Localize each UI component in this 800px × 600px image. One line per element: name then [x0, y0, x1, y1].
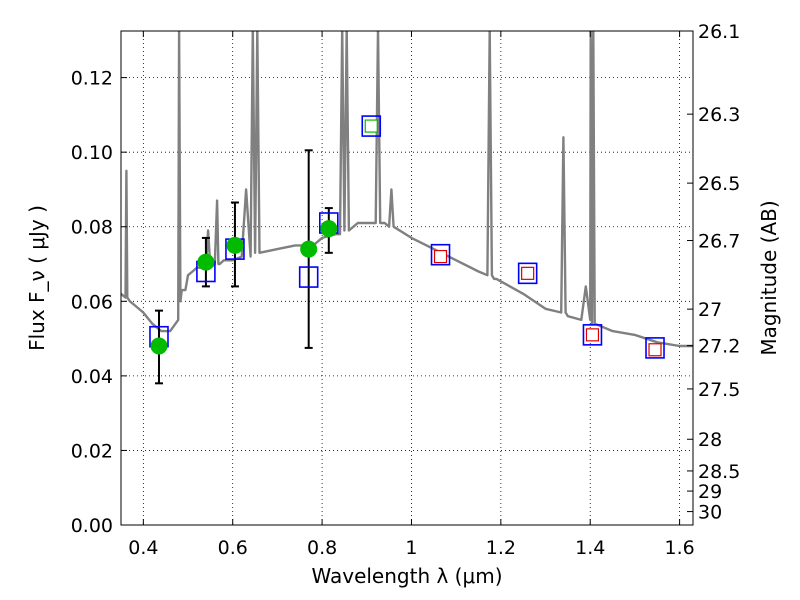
- y-tick-label: 0.10: [71, 142, 113, 164]
- inner-square-marker: [364, 119, 378, 133]
- y-tick-label: 0.02: [71, 440, 113, 462]
- x-axis-title: Wavelength λ (μm): [311, 564, 502, 588]
- inner-square-marker: [585, 328, 600, 342]
- inner-square-marker: [433, 249, 448, 264]
- y2-tick-label: 27.2: [698, 336, 740, 358]
- model-box-marker: [361, 115, 382, 137]
- model-spectrum-line: [121, 31, 693, 348]
- x-tick-label: 1: [405, 537, 417, 559]
- y2-tick-label: 30: [698, 502, 722, 524]
- y2-tick-label: 27.5: [698, 379, 740, 401]
- y2-tick-label: 26.1: [698, 21, 740, 43]
- model-box-marker: [517, 262, 538, 285]
- y-tick-label: 0.00: [71, 515, 113, 537]
- x-tick-label: 1.4: [575, 537, 605, 559]
- observed-point: [226, 236, 244, 254]
- observed-point: [197, 253, 215, 271]
- y-axis-title: Flux F_ν ( μJy ): [25, 205, 49, 351]
- model-box-marker: [298, 266, 319, 288]
- x-tick-label: 0.4: [128, 537, 158, 559]
- ticks: 0.4 0.6 0.8 1 1.2 1.4 1.6 0.00 0.02 0.04 0.06 0.08 0…: [71, 21, 741, 559]
- y2-axis-title: Magnitude (AB): [757, 200, 781, 355]
- y2-tick-label: 28.5: [698, 461, 740, 483]
- y2-tick-label: 27: [698, 299, 722, 321]
- y2-tick-label: 26.7: [698, 231, 740, 253]
- model-box-marker: [645, 337, 665, 359]
- x-tick-label: 1.6: [664, 537, 694, 559]
- model-box-marker: [430, 243, 451, 266]
- plot-data: [121, 31, 693, 385]
- observed-point: [300, 240, 318, 258]
- y-tick-label: 0.12: [71, 68, 113, 90]
- model-box-marker: [582, 324, 603, 346]
- y2-tick-label: 26.5: [698, 173, 740, 195]
- inner-square-marker: [521, 266, 535, 280]
- inner-square-marker: [648, 343, 662, 357]
- observed-point: [320, 220, 338, 238]
- y2-tick-label: 28: [698, 429, 722, 451]
- y2-tick-label: 26.3: [698, 104, 740, 126]
- x-tick-label: 0.8: [307, 537, 337, 559]
- y2-tick-label: 29: [698, 481, 722, 503]
- plot-area: [121, 31, 693, 348]
- x-tick-label: 0.6: [218, 537, 248, 559]
- observed-point: [150, 337, 168, 355]
- plot-frame: [120, 30, 694, 526]
- y-tick-label: 0.08: [71, 217, 113, 239]
- x-tick-label: 1.2: [486, 537, 516, 559]
- y-tick-label: 0.06: [71, 291, 113, 313]
- y-tick-label: 0.04: [71, 366, 113, 388]
